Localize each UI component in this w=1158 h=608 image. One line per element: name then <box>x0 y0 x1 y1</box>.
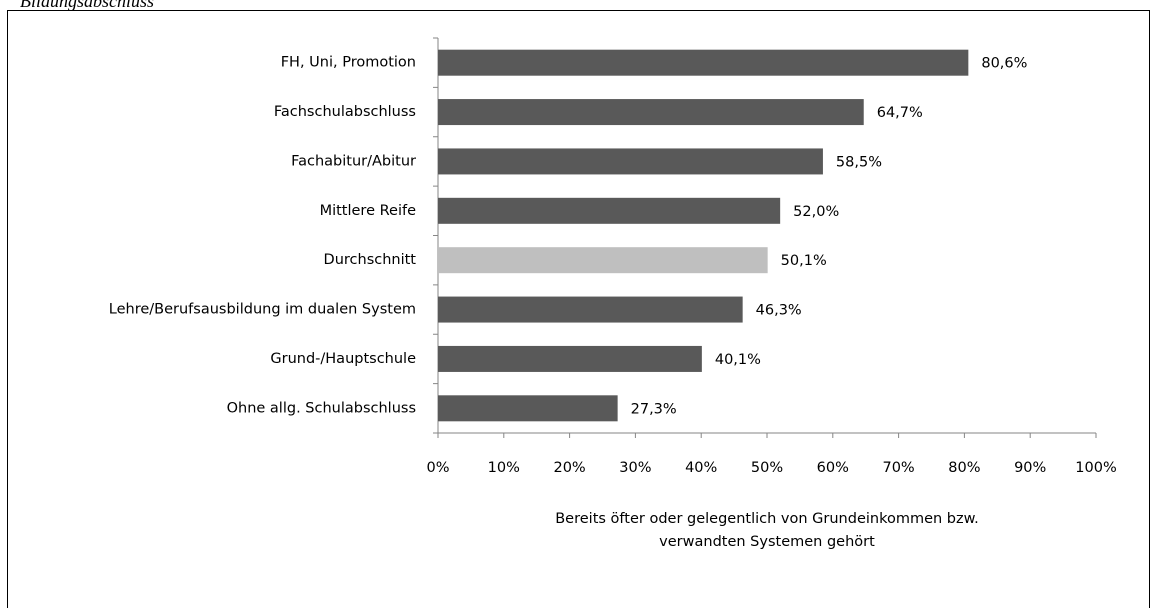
value-label: 64,7% <box>877 105 923 121</box>
y-tick-label: Mittlere Reife <box>320 203 417 219</box>
bar <box>438 99 864 126</box>
x-tick-label: 40% <box>685 460 717 476</box>
bar <box>438 296 743 323</box>
x-tick-label: 0% <box>426 460 449 476</box>
value-label: 52,0% <box>793 204 839 220</box>
y-tick-label: Ohne allg. Schulabschluss <box>227 400 416 416</box>
x-tick-label: 20% <box>553 460 585 476</box>
x-tick-label: 70% <box>882 460 914 476</box>
x-axis-label: Bereits öfter oder gelegentlich von Grun… <box>555 511 979 527</box>
x-tick-label: 50% <box>751 460 783 476</box>
x-tick-label: 100% <box>1075 460 1116 476</box>
y-tick-label: Grund-/Hauptschule <box>270 351 416 367</box>
y-tick-label: Fachabitur/Abitur <box>291 153 416 169</box>
x-tick-label: 60% <box>817 460 849 476</box>
chart-title: Bildungsabschluss <box>20 0 154 11</box>
value-label: 46,3% <box>756 303 802 319</box>
y-tick-label: Durchschnitt <box>324 252 417 268</box>
value-label: 80,6% <box>981 56 1027 72</box>
x-tick-label: 80% <box>948 460 980 476</box>
y-tick-label: Fachschulabschluss <box>274 104 416 120</box>
y-tick-label: Lehre/Berufsausbildung im dualen System <box>109 302 416 318</box>
value-label: 27,3% <box>631 401 677 417</box>
x-tick-label: 90% <box>1014 460 1046 476</box>
x-tick-label: 10% <box>488 460 520 476</box>
bar <box>438 395 618 422</box>
bar <box>438 247 768 274</box>
x-tick-label: 30% <box>619 460 651 476</box>
bar <box>438 345 702 372</box>
bar <box>438 148 823 175</box>
frame <box>7 10 1150 608</box>
value-label: 50,1% <box>781 253 827 269</box>
bar <box>438 197 781 224</box>
y-tick-label: FH, Uni, Promotion <box>281 55 416 71</box>
value-label: 40,1% <box>715 352 761 368</box>
x-axis-label: verwandten Systemen gehört <box>659 534 875 550</box>
bar <box>438 49 969 76</box>
value-label: 58,5% <box>836 154 882 170</box>
